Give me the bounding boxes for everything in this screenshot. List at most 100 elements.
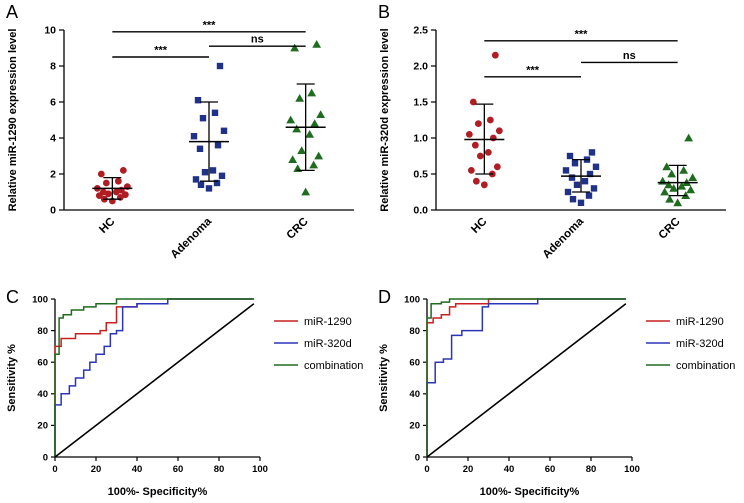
x-tick-label: 40 — [504, 464, 515, 475]
group-crc-points — [286, 40, 326, 196]
data-point-triangle — [677, 181, 687, 190]
legend-label: miR-320d — [304, 338, 352, 350]
legend-label: miR-320d — [676, 338, 724, 350]
x-category-label: CRC — [657, 216, 683, 242]
panel-a-scatter-chart: 0 2 4 6 8 10 HC Adenoma CRC Relative miR-1290 exp… — [7, 19, 354, 261]
panel-d-roc-chart: 0 20 40 60 80 100 0 20 40 60 80 100 100%- Specificit… — [378, 294, 735, 498]
significance-label: *** — [575, 28, 589, 40]
group-hc-errorbar — [464, 103, 505, 175]
data-point-square — [216, 62, 224, 70]
group-adenoma-errorbar — [561, 158, 601, 193]
data-point-triangle — [288, 155, 298, 163]
y-axis-title: Sensitivity % — [378, 344, 390, 412]
data-point-circle — [467, 167, 475, 174]
panel-c: C 0 20 40 60 80 100 0 20 40 60 80 100 100%- Specific… — [0, 285, 372, 503]
roc-curve-reference — [54, 303, 255, 458]
y-tick-label: 20 — [409, 421, 420, 432]
data-point-circle — [480, 181, 488, 189]
y-tick-label: 1.5 — [413, 97, 428, 109]
panel-c-roc-chart: 0 20 40 60 80 100 0 20 40 60 80 100 100%- Specificit… — [6, 294, 363, 498]
x-axis-title: 100%- Specificity% — [480, 486, 580, 498]
data-point-square — [577, 199, 585, 206]
y-tick-label: 2 — [50, 169, 56, 181]
data-point-circle — [493, 163, 501, 171]
x-tick-label: 40 — [132, 464, 143, 475]
data-point-triangle — [669, 184, 679, 192]
data-point-triangle — [665, 194, 675, 203]
data-point-square — [590, 185, 598, 192]
data-point-triangle — [290, 43, 300, 52]
significance-label: *** — [526, 64, 540, 76]
x-tick-label: 0 — [424, 464, 429, 475]
data-point-circle — [486, 116, 494, 124]
roc-curve-combination — [426, 298, 626, 457]
data-point-square — [192, 176, 200, 183]
panel-c-label: C — [6, 287, 19, 307]
data-point-triangle — [312, 40, 322, 48]
axes: 0.0 0.5 1.0 1.5 2.0 2.5 HC Adenoma CRC Relative m… — [379, 25, 726, 261]
group-crc-errorbar — [657, 164, 698, 197]
data-point-circle — [476, 152, 484, 160]
data-point-square — [199, 115, 207, 122]
panel-d-label: D — [378, 287, 391, 307]
data-point-triangle — [686, 185, 696, 194]
data-point-square — [562, 167, 570, 174]
data-point-triangle — [664, 180, 674, 189]
data-point-square — [581, 178, 589, 185]
x-category-label: HC — [469, 216, 489, 236]
y-tick-label: 0 — [50, 205, 56, 217]
data-point-triangle — [310, 119, 320, 127]
x-tick-label: 80 — [214, 464, 225, 475]
x-category-label: HC — [97, 216, 117, 236]
data-point-square — [190, 133, 198, 140]
x-category-label: Adenoma — [169, 215, 215, 261]
legend-label: miR-1290 — [676, 316, 724, 328]
x-axis-title: 100%- Specificity% — [108, 486, 208, 498]
y-axis-title: Sensitivity % — [6, 344, 18, 412]
axes: 0 20 40 60 80 100 0 20 40 60 80 100 100%- Specificit… — [378, 294, 640, 498]
significance-brackets: *** ns *** — [112, 19, 306, 58]
x-tick-label: 80 — [586, 464, 597, 475]
data-point-triangle — [688, 173, 698, 181]
legend: miR-1290 miR-320d combination — [274, 316, 363, 372]
roc-curve-mir-320d — [54, 298, 254, 457]
x-tick-label: 20 — [463, 464, 474, 475]
x-tick-label: 0 — [52, 464, 57, 475]
roc-curve-mir-320d — [426, 298, 626, 457]
panel-b-scatter-chart: 0.0 0.5 1.0 1.5 2.0 2.5 HC Adenoma CRC Relative m… — [379, 25, 726, 261]
group-hc-errorbar — [92, 176, 133, 200]
legend-label: miR-1290 — [304, 316, 352, 328]
data-point-square — [205, 185, 213, 192]
y-axis-title: Relative miR-1290 expression level — [7, 29, 19, 212]
y-tick-label: 20 — [37, 421, 48, 432]
data-point-triangle — [673, 198, 683, 207]
data-point-square — [569, 196, 577, 203]
y-tick-label: 60 — [37, 358, 48, 369]
legend: miR-1290 miR-320d combination — [646, 316, 735, 372]
data-point-circle — [114, 177, 122, 185]
y-tick-label: 40 — [409, 389, 420, 400]
data-point-triangle — [286, 115, 296, 124]
data-point-circle — [469, 98, 477, 106]
data-point-triangle — [297, 146, 307, 154]
legend-label: combination — [304, 360, 363, 372]
data-point-circle — [121, 191, 129, 199]
roc-curve-combination — [54, 298, 254, 457]
data-point-circle — [474, 120, 482, 127]
panel-d: D 0 20 40 60 80 100 0 20 40 60 80 100 100%- Specific… — [372, 285, 744, 503]
x-tick-label: 60 — [545, 464, 556, 475]
y-tick-label: 8 — [50, 61, 56, 73]
data-point-triangle — [301, 187, 311, 196]
y-tick-label: 1.0 — [413, 133, 428, 145]
data-point-square — [218, 172, 226, 179]
y-tick-label: 6 — [50, 97, 56, 109]
data-point-triangle — [307, 88, 317, 97]
y-tick-label: 100 — [32, 294, 48, 305]
data-point-square — [213, 179, 221, 187]
y-tick-label: 40 — [37, 389, 48, 400]
data-point-triangle — [316, 110, 326, 118]
data-point-square — [209, 167, 217, 174]
data-point-triangle — [679, 166, 689, 174]
y-tick-label: 0.0 — [413, 205, 428, 217]
